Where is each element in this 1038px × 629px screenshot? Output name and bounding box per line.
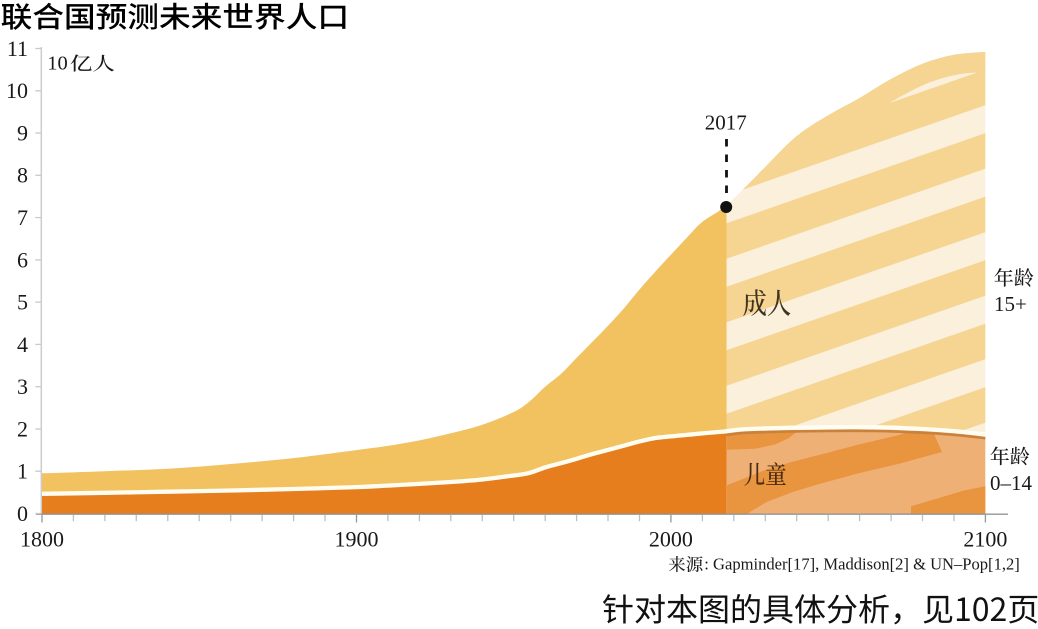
svg-text:3: 3: [17, 374, 28, 399]
svg-text:10: 10: [47, 53, 67, 75]
svg-text:6: 6: [17, 247, 28, 272]
svg-text:7: 7: [17, 205, 28, 230]
svg-text:0–14: 0–14: [990, 471, 1033, 495]
svg-text:2000: 2000: [649, 527, 693, 552]
svg-text:1: 1: [17, 459, 28, 484]
svg-text:5: 5: [17, 290, 28, 315]
svg-text:9: 9: [17, 120, 28, 145]
svg-text:0: 0: [17, 501, 28, 526]
svg-text:4: 4: [17, 332, 28, 357]
svg-text:2: 2: [17, 416, 28, 441]
svg-text:2017: 2017: [705, 110, 747, 134]
svg-text:2100: 2100: [963, 527, 1007, 552]
svg-text:1900: 1900: [335, 527, 379, 552]
svg-text:10: 10: [6, 78, 28, 103]
svg-text:11: 11: [7, 36, 28, 61]
svg-text:8: 8: [17, 163, 28, 188]
svg-text:15+: 15+: [994, 292, 1027, 316]
svg-text:1800: 1800: [20, 527, 64, 552]
svg-text:: Gapminder[17], Maddison[2] &: : Gapminder[17], Maddison[2] & UN–Pop[1,…: [704, 555, 1020, 574]
